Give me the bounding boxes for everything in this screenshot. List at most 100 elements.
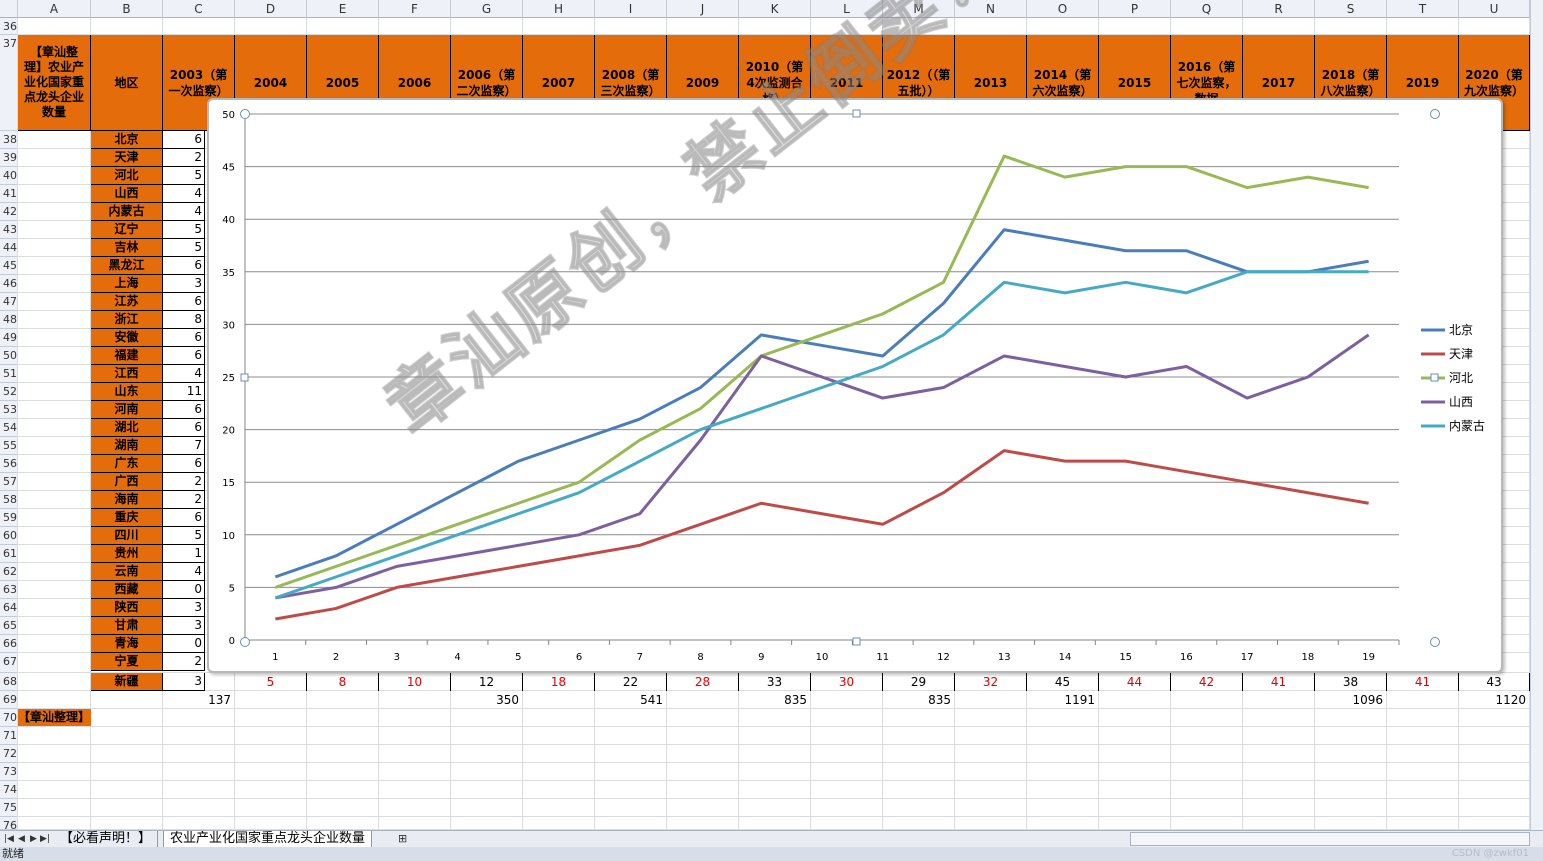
row-header-46[interactable]: 46 bbox=[0, 275, 18, 293]
region-cell[interactable]: 重庆 bbox=[91, 509, 163, 527]
row68-value[interactable]: 43 bbox=[1459, 673, 1530, 691]
region-cell[interactable]: 广西 bbox=[91, 473, 163, 491]
region-cell[interactable]: 辽宁 bbox=[91, 221, 163, 239]
row68-value[interactable]: 41 bbox=[1387, 673, 1459, 691]
column-header-K[interactable]: K bbox=[739, 0, 811, 18]
region-cell[interactable]: 青海 bbox=[91, 635, 163, 653]
column-header-F[interactable]: F bbox=[379, 0, 451, 18]
tab-data[interactable]: 农业产业化国家重点龙头企业数量 bbox=[163, 831, 373, 848]
region-cell[interactable]: 黑龙江 bbox=[91, 257, 163, 275]
region-cell[interactable]: 陕西 bbox=[91, 599, 163, 617]
value-cell[interactable]: 1 bbox=[163, 545, 205, 563]
value-cell[interactable]: 8 bbox=[163, 311, 205, 329]
column-header-O[interactable]: O bbox=[1027, 0, 1099, 18]
row-header-62[interactable]: 62 bbox=[0, 563, 18, 581]
column-header-S[interactable]: S bbox=[1315, 0, 1387, 18]
row-header-71[interactable]: 71 bbox=[0, 727, 18, 745]
row68-value[interactable]: 29 bbox=[883, 673, 955, 691]
row-header-44[interactable]: 44 bbox=[0, 239, 18, 257]
value-cell[interactable]: 6 bbox=[163, 419, 205, 437]
total-c[interactable]: 137 bbox=[208, 693, 231, 707]
region-cell[interactable]: 河南 bbox=[91, 401, 163, 419]
column-header-E[interactable]: E bbox=[307, 0, 379, 18]
row68-value[interactable]: 45 bbox=[1027, 673, 1099, 691]
row68-value[interactable]: 10 bbox=[379, 673, 451, 691]
row68-value[interactable]: 38 bbox=[1315, 673, 1387, 691]
value-cell[interactable]: 5 bbox=[163, 221, 205, 239]
row-header-52[interactable]: 52 bbox=[0, 383, 18, 401]
row-header-47[interactable]: 47 bbox=[0, 293, 18, 311]
total-g[interactable]: 350 bbox=[496, 693, 519, 707]
row-header-61[interactable]: 61 bbox=[0, 545, 18, 563]
row-header-39[interactable]: 39 bbox=[0, 149, 18, 167]
value-cell[interactable]: 5 bbox=[163, 239, 205, 257]
row-header-48[interactable]: 48 bbox=[0, 311, 18, 329]
column-header-L[interactable]: L bbox=[811, 0, 883, 18]
next-sheet-icon[interactable]: ▶ bbox=[30, 834, 37, 844]
value-cell[interactable]: 6 bbox=[163, 131, 205, 149]
column-header-N[interactable]: N bbox=[955, 0, 1027, 18]
region-cell[interactable]: 福建 bbox=[91, 347, 163, 365]
region-cell[interactable]: 河北 bbox=[91, 167, 163, 185]
value-cell[interactable]: 2 bbox=[163, 473, 205, 491]
value-cell[interactable]: 6 bbox=[163, 509, 205, 527]
column-header-B[interactable]: B bbox=[91, 0, 163, 18]
value-cell[interactable]: 0 bbox=[163, 581, 205, 599]
value-cell[interactable]: 5 bbox=[163, 167, 205, 185]
column-header-G[interactable]: G bbox=[451, 0, 523, 18]
row-header-53[interactable]: 53 bbox=[0, 401, 18, 419]
column-header-D[interactable]: D bbox=[235, 0, 307, 18]
column-header-H[interactable]: H bbox=[523, 0, 595, 18]
value-cell[interactable]: 2 bbox=[163, 149, 205, 167]
column-header-I[interactable]: I bbox=[595, 0, 667, 18]
row68-value[interactable]: 30 bbox=[811, 673, 883, 691]
region-cell[interactable]: 浙江 bbox=[91, 311, 163, 329]
line-chart[interactable]: 0 5 10 15 20 25 30 35 40 45 50 1 2 3 4 5 6 7 8 9 10 11 12 13 14 1… bbox=[207, 98, 1503, 673]
region-cell[interactable]: 甘肃 bbox=[91, 617, 163, 635]
row-header-45[interactable]: 45 bbox=[0, 257, 18, 275]
region-cell[interactable]: 上海 bbox=[91, 275, 163, 293]
value-cell[interactable]: 4 bbox=[163, 185, 205, 203]
region-cell[interactable]: 贵州 bbox=[91, 545, 163, 563]
region-cell[interactable]: 西藏 bbox=[91, 581, 163, 599]
row-header-57[interactable]: 57 bbox=[0, 473, 18, 491]
region-cell[interactable]: 海南 bbox=[91, 491, 163, 509]
row-header-36[interactable]: 36 bbox=[0, 18, 18, 35]
header-year[interactable]: 2003（第一次监察） bbox=[163, 35, 235, 131]
row68-value[interactable]: 18 bbox=[523, 673, 595, 691]
row-header-66[interactable]: 66 bbox=[0, 635, 18, 653]
cell-a70[interactable]: 【章汕整理】 bbox=[18, 709, 91, 726]
value-cell[interactable]: 3 bbox=[163, 599, 205, 617]
region-cell[interactable]: 湖北 bbox=[91, 419, 163, 437]
value-cell[interactable]: 6 bbox=[163, 347, 205, 365]
row-header-41[interactable]: 41 bbox=[0, 185, 18, 203]
row-header-55[interactable]: 55 bbox=[0, 437, 18, 455]
row-header-72[interactable]: 72 bbox=[0, 745, 18, 763]
row-header-60[interactable]: 60 bbox=[0, 527, 18, 545]
row68-value[interactable]: 28 bbox=[667, 673, 739, 691]
row68-value[interactable]: 33 bbox=[739, 673, 811, 691]
region-cell[interactable]: 江西 bbox=[91, 365, 163, 383]
region-cell[interactable]: 云南 bbox=[91, 563, 163, 581]
row-header-68[interactable]: 68 bbox=[0, 673, 18, 691]
row-header-42[interactable]: 42 bbox=[0, 203, 18, 221]
row-header-49[interactable]: 49 bbox=[0, 329, 18, 347]
region-cell[interactable]: 江苏 bbox=[91, 293, 163, 311]
region-cell[interactable]: 四川 bbox=[91, 527, 163, 545]
region-cell[interactable]: 宁夏 bbox=[91, 653, 163, 671]
value-cell[interactable]: 3 bbox=[163, 673, 205, 691]
row-header-50[interactable]: 50 bbox=[0, 347, 18, 365]
region-cell[interactable]: 广东 bbox=[91, 455, 163, 473]
total-m[interactable]: 835 bbox=[928, 693, 951, 707]
region-cell[interactable]: 山西 bbox=[91, 185, 163, 203]
row-header-56[interactable]: 56 bbox=[0, 455, 18, 473]
value-cell[interactable]: 2 bbox=[163, 653, 205, 671]
total-u[interactable]: 1120 bbox=[1495, 693, 1526, 707]
value-cell[interactable]: 2 bbox=[163, 491, 205, 509]
row-header-70[interactable]: 70 bbox=[0, 709, 18, 727]
row-header-43[interactable]: 43 bbox=[0, 221, 18, 239]
region-cell[interactable]: 湖南 bbox=[91, 437, 163, 455]
total-i[interactable]: 541 bbox=[640, 693, 663, 707]
row-header-37[interactable]: 37 bbox=[0, 35, 18, 131]
column-header-A[interactable]: A bbox=[18, 0, 91, 18]
